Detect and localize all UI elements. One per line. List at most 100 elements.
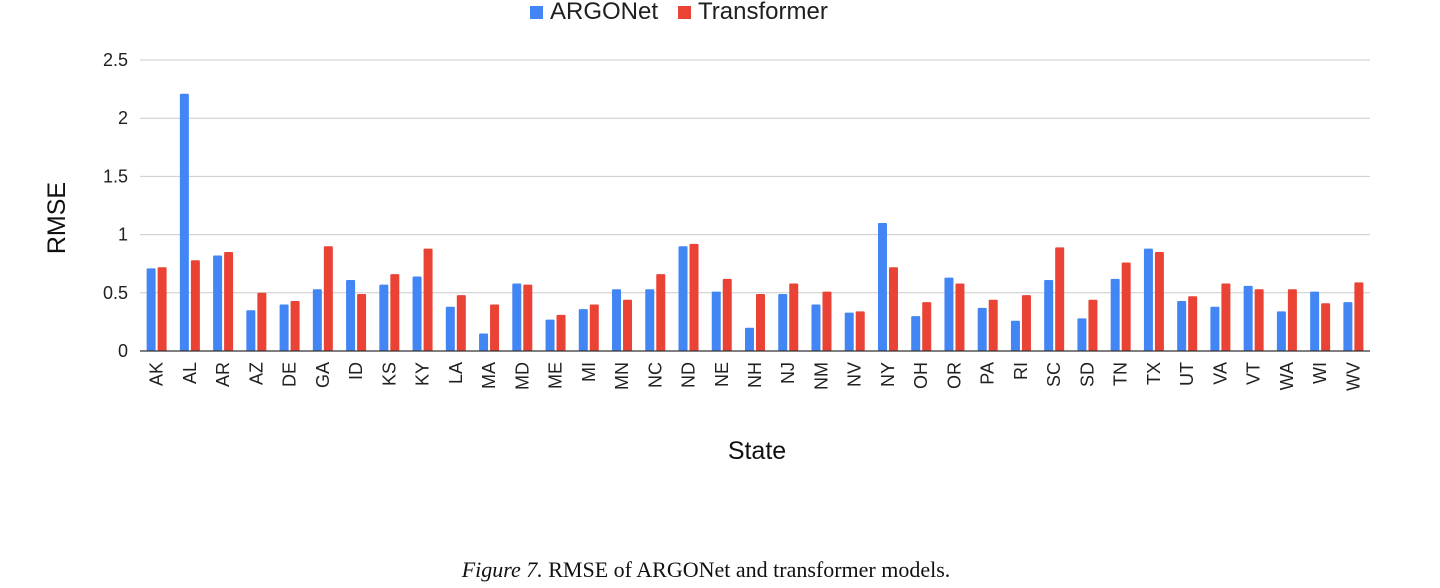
y-tick-label: 0 bbox=[118, 341, 128, 361]
x-tick-label: SD bbox=[1077, 362, 1097, 387]
x-tick-label: NE bbox=[712, 362, 732, 387]
bar-transformer-nm bbox=[822, 291, 832, 351]
bar-transformer-nj bbox=[789, 283, 799, 351]
x-tick-label: VA bbox=[1210, 362, 1230, 385]
rmse-bar-chart: 0 0.5 1 1.5 2 2.5 AK AL AR AZ DE GA ID KS KY LA MA MD ME MI… bbox=[43, 50, 1370, 465]
bar-transformer-ri bbox=[1021, 295, 1031, 351]
legend-item-transformer: Transformer bbox=[678, 0, 828, 26]
bar-argonet-nm bbox=[811, 304, 821, 351]
figure-label: Figure 7. bbox=[461, 557, 543, 582]
bar-transformer-sc bbox=[1055, 247, 1065, 351]
figure-caption: Figure 7. RMSE of ARGONet and transforme… bbox=[0, 557, 1412, 583]
x-tick-label: MD bbox=[512, 362, 532, 390]
bar-argonet-al bbox=[179, 93, 189, 352]
bar-argonet-pa bbox=[977, 307, 987, 351]
x-tick-label: MI bbox=[579, 362, 599, 382]
bar-argonet-nh bbox=[745, 327, 754, 351]
x-tick-label: AZ bbox=[246, 362, 266, 385]
bar-argonet-mi bbox=[578, 309, 588, 351]
bar-argonet-vt bbox=[1243, 285, 1253, 351]
bar-transformer-de bbox=[290, 300, 300, 351]
x-tick-label: TN bbox=[1111, 362, 1131, 386]
x-tick-label: NY bbox=[878, 362, 898, 387]
bar-argonet-ks bbox=[379, 284, 389, 351]
bar-argonet-tn bbox=[1110, 278, 1120, 351]
x-tick-label: NM bbox=[811, 362, 831, 390]
x-tick-label: ND bbox=[679, 362, 699, 388]
legend-label-argonet: ARGONet bbox=[550, 0, 659, 25]
y-tick-label: 1.5 bbox=[103, 166, 128, 186]
bar-transformer-oh bbox=[922, 302, 932, 351]
bar-transformer-ne bbox=[722, 278, 732, 351]
y-tick-label: 0.5 bbox=[103, 283, 128, 303]
bar-transformer-id bbox=[357, 293, 367, 351]
bar-argonet-wi bbox=[1310, 291, 1320, 351]
x-tick-label: MA bbox=[479, 362, 499, 389]
legend-label-transformer: Transformer bbox=[698, 0, 828, 25]
bar-transformer-tn bbox=[1121, 262, 1131, 351]
bar-transformer-az bbox=[257, 292, 267, 351]
x-tick-label: DE bbox=[280, 362, 300, 387]
legend-item-argonet: ARGONet bbox=[530, 0, 658, 26]
figure-caption-text: RMSE of ARGONet and transformer models. bbox=[542, 557, 951, 582]
bar-argonet-oh bbox=[911, 316, 921, 351]
bar-transformer-pa bbox=[988, 299, 998, 351]
x-tick-label: OH bbox=[911, 362, 931, 389]
x-tick-label: GA bbox=[313, 362, 333, 388]
bar-argonet-nc bbox=[645, 289, 655, 351]
x-axis-title: State bbox=[728, 437, 786, 465]
bar-transformer-sd bbox=[1088, 299, 1098, 351]
bar-argonet-mn bbox=[612, 289, 622, 351]
bar-argonet-az bbox=[246, 310, 256, 351]
bar-transformer-la bbox=[456, 295, 466, 351]
bar-transformer-ar bbox=[224, 252, 234, 351]
y-tick-label: 1 bbox=[118, 225, 128, 245]
x-tick-label: RI bbox=[1011, 362, 1031, 380]
bar-argonet-wa bbox=[1276, 311, 1286, 351]
bar-transformer-wa bbox=[1287, 289, 1297, 351]
bar-argonet-ak bbox=[146, 268, 156, 351]
bar-transformer-ky bbox=[423, 248, 433, 351]
x-tick-label: ME bbox=[546, 362, 566, 389]
bar-transformer-nv bbox=[855, 311, 865, 351]
bar-argonet-la bbox=[445, 306, 455, 351]
bar-argonet-wv bbox=[1343, 302, 1353, 351]
x-tick-label: VT bbox=[1244, 362, 1264, 385]
x-tick-label: MN bbox=[612, 362, 632, 390]
bar-argonet-ut bbox=[1177, 300, 1187, 351]
bar-transformer-me bbox=[556, 314, 566, 351]
bar-argonet-or bbox=[944, 277, 954, 351]
x-tick-label: NC bbox=[645, 362, 665, 388]
bar-transformer-ma bbox=[490, 304, 500, 351]
bar-argonet-ri bbox=[1010, 320, 1020, 351]
y-tick-label: 2.5 bbox=[103, 50, 128, 70]
legend-swatch-argonet bbox=[530, 5, 543, 19]
x-tick-label: AR bbox=[213, 362, 233, 387]
bar-argonet-ar bbox=[213, 255, 223, 351]
legend-swatch-transformer bbox=[678, 5, 692, 19]
bar-transformer-md bbox=[523, 284, 533, 351]
bar-transformer-mn bbox=[623, 299, 633, 351]
bar-argonet-me bbox=[545, 319, 555, 351]
bar-transformer-wi bbox=[1321, 303, 1331, 351]
x-tick-label: KS bbox=[379, 362, 399, 386]
x-tick-label: NV bbox=[845, 362, 865, 387]
bar-argonet-va bbox=[1210, 306, 1220, 351]
x-tick-label: PA bbox=[978, 362, 998, 385]
bar-transformer-or bbox=[955, 283, 965, 351]
x-tick-label: KY bbox=[413, 362, 433, 386]
bar-argonet-tx bbox=[1143, 248, 1153, 351]
bar-argonet-nd bbox=[678, 246, 688, 351]
x-tick-label: NH bbox=[745, 362, 765, 388]
x-tick-label: WA bbox=[1277, 362, 1297, 390]
bar-argonet-ne bbox=[711, 291, 721, 351]
x-tick-label: OR bbox=[944, 362, 964, 389]
bar-argonet-md bbox=[512, 283, 522, 351]
x-tick-label: AK bbox=[147, 362, 167, 386]
bar-transformer-al bbox=[190, 260, 200, 351]
bar-argonet-ky bbox=[412, 276, 422, 351]
bar-transformer-tx bbox=[1154, 252, 1164, 351]
bar-argonet-id bbox=[346, 279, 356, 351]
x-tick-label: NJ bbox=[778, 362, 798, 384]
bar-argonet-sd bbox=[1077, 318, 1087, 351]
